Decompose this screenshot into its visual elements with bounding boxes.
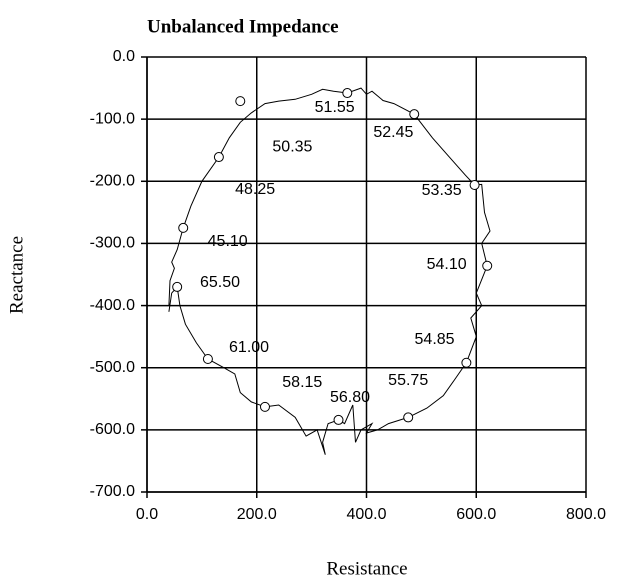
- marker: [482, 260, 493, 271]
- y-tick-label: -700.0: [90, 483, 135, 500]
- marker: [342, 88, 353, 99]
- frequency-label: 52.45: [373, 124, 413, 141]
- frequency-label: 55.75: [388, 372, 428, 389]
- x-tick-label: 200.0: [237, 506, 277, 523]
- frequency-label: 61.00: [229, 339, 269, 356]
- y-tick-label: -600.0: [90, 421, 135, 438]
- y-tick-label: -400.0: [90, 297, 135, 314]
- frequency-label: 56.80: [330, 389, 370, 406]
- marker: [469, 180, 480, 191]
- x-tick-label: 400.0: [346, 506, 386, 523]
- marker: [409, 109, 420, 120]
- frequency-label: 53.35: [422, 182, 462, 199]
- impedance-curve: [168, 87, 491, 455]
- frequency-label: 58.15: [282, 374, 322, 391]
- frequency-label: 50.35: [272, 138, 312, 155]
- frequency-label: 48.25: [235, 181, 275, 198]
- marker: [333, 414, 344, 425]
- marker: [213, 152, 224, 163]
- y-tick-label: -100.0: [90, 110, 135, 127]
- x-axis-label: Resistance: [326, 558, 407, 579]
- frequency-label: 54.10: [427, 256, 467, 273]
- y-tick-label: -500.0: [90, 359, 135, 376]
- y-tick-label: 0.0: [113, 48, 135, 65]
- marker: [202, 354, 213, 365]
- frequency-label: 54.85: [415, 331, 455, 348]
- x-tick-label: 600.0: [456, 506, 496, 523]
- y-tick-label: -200.0: [90, 173, 135, 190]
- marker: [259, 401, 270, 412]
- marker: [461, 357, 472, 368]
- y-tick-label: -300.0: [90, 235, 135, 252]
- y-axis-label: Reactance: [6, 236, 27, 314]
- marker: [172, 281, 183, 292]
- marker: [178, 222, 189, 233]
- frequency-label: 45.10: [208, 233, 248, 250]
- x-tick-label: 800.0: [566, 506, 606, 523]
- marker: [235, 96, 246, 107]
- marker: [403, 412, 414, 423]
- chart-title: Unbalanced Impedance: [147, 16, 339, 37]
- frequency-label: 51.55: [315, 99, 355, 116]
- x-tick-label: 0.0: [136, 506, 158, 523]
- frequency-label: 65.50: [200, 274, 240, 291]
